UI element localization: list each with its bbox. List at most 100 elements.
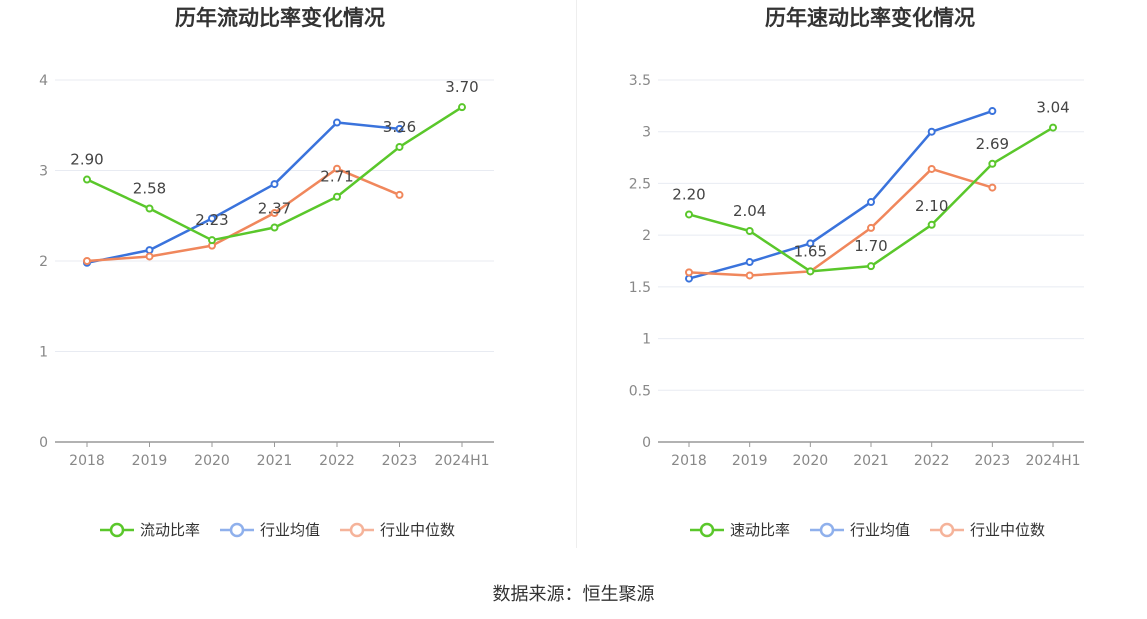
- data-label: 2.71: [320, 168, 353, 186]
- data-point: [806, 239, 815, 248]
- legend-item-2[interactable]: 行业均值: [810, 521, 910, 539]
- legend: 速动比率 行业均值 行业中位数: [690, 521, 1045, 539]
- y-tick-label: 3: [39, 164, 48, 180]
- legend-label: 行业中位数: [380, 521, 455, 539]
- series-line-3: [86, 167, 400, 263]
- y-tick-label: 4: [39, 73, 48, 89]
- legend-item-1[interactable]: 流动比率: [100, 521, 200, 539]
- data-point: [988, 159, 997, 168]
- chart-panel-1: 历年流动比率变化情况 0 1 2 3 4 2018 2019 2020 2021 2022 2023 2…: [39, 6, 494, 539]
- legend-swatch-marker: [229, 522, 245, 538]
- data-label: 2.69: [976, 135, 1009, 153]
- data-point: [395, 124, 404, 133]
- x-tick-label: 2020: [793, 453, 829, 469]
- data-point: [867, 223, 876, 232]
- data-label: 2.37: [258, 200, 291, 218]
- chart-panel-2: 历年速动比率变化情况 0 0.5 1 1.5 2 2.5 3 3.5 2018 2019 2020 20…: [629, 6, 1084, 539]
- series-line-2: [688, 109, 993, 280]
- x-tick-label: 2023: [382, 453, 418, 469]
- legend-item-3[interactable]: 行业中位数: [340, 521, 455, 539]
- legend: 流动比率 行业均值 行业中位数: [100, 521, 455, 539]
- data-point: [145, 252, 154, 261]
- legend-label: 速动比率: [730, 521, 790, 539]
- data-point: [333, 118, 341, 127]
- x-tick-label: 2019: [132, 453, 168, 469]
- data-point: [270, 223, 279, 232]
- y-tick-label: 1: [642, 332, 651, 348]
- data-label: 1.70: [854, 237, 887, 255]
- legend-item-2[interactable]: 行业均值: [220, 521, 320, 539]
- data-label: 2.10: [915, 197, 948, 215]
- chart-title: 历年速动比率变化情况: [765, 6, 975, 30]
- legend-label: 行业均值: [850, 521, 910, 539]
- y-tick-label: 0.5: [629, 383, 651, 399]
- data-point: [458, 103, 466, 112]
- data-point: [745, 271, 754, 280]
- legend-swatch-marker: [939, 522, 955, 538]
- y-tick-label: 3.5: [629, 73, 651, 89]
- data-label: 2.04: [733, 202, 766, 220]
- data-label: 2.58: [133, 180, 166, 198]
- data-point: [83, 175, 91, 184]
- source-note: 数据来源：恒生聚源: [492, 584, 655, 605]
- chart-divider: [576, 0, 577, 548]
- legend-item-3[interactable]: 行业中位数: [930, 521, 1045, 539]
- data-point: [208, 236, 216, 245]
- data-point: [867, 198, 876, 207]
- legend-label: 行业中位数: [970, 521, 1045, 539]
- x-tick-label: 2020: [194, 453, 230, 469]
- x-tick-label: 2019: [732, 453, 768, 469]
- legend-item-1[interactable]: 速动比率: [690, 521, 790, 539]
- y-tick-label: 1: [39, 345, 48, 361]
- legend-swatch-marker: [699, 522, 715, 538]
- data-label: 2.20: [672, 185, 705, 203]
- data-point: [333, 164, 341, 173]
- y-tick-label: 2: [39, 254, 48, 270]
- charts-canvas: 历年流动比率变化情况 0 1 2 3 4 2018 2019 2020 2021 2022 2023 2…: [39, 6, 1084, 539]
- data-point: [927, 127, 936, 136]
- y-tick-label: 3: [642, 125, 651, 141]
- legend-swatch-marker: [819, 522, 835, 538]
- data-point: [745, 258, 754, 267]
- data-point: [83, 257, 91, 265]
- series-line-2: [86, 121, 400, 265]
- data-label: 1.65: [794, 242, 827, 260]
- x-tick-label: 2021: [853, 453, 889, 469]
- data-label: 3.04: [1036, 99, 1069, 117]
- data-label: 3.70: [445, 78, 478, 96]
- data-point: [208, 214, 216, 223]
- legend-label: 流动比率: [140, 521, 200, 539]
- data-point: [806, 267, 815, 276]
- y-tick-label: 0: [39, 435, 48, 451]
- y-tick-label: 0: [642, 435, 651, 451]
- y-tick-label: 2.5: [629, 176, 651, 192]
- y-tick-label: 1.5: [629, 280, 651, 296]
- x-tick-label: 2021: [257, 453, 293, 469]
- chart-title: 历年流动比率变化情况: [175, 6, 385, 30]
- data-point: [988, 183, 997, 192]
- legend-swatch-marker: [349, 522, 365, 538]
- legend-label: 行业均值: [260, 521, 320, 539]
- series-line-3: [688, 167, 993, 277]
- x-tick-label: 2024H1: [434, 453, 489, 469]
- x-tick-label: 2024H1: [1025, 453, 1080, 469]
- data-point: [685, 268, 693, 277]
- data-label: 2.90: [70, 151, 103, 169]
- data-point: [867, 262, 876, 271]
- x-tick-label: 2018: [671, 453, 707, 469]
- data-point: [745, 227, 754, 236]
- data-point: [685, 274, 693, 283]
- y-tick-label: 2: [642, 228, 651, 244]
- data-point: [988, 107, 997, 116]
- data-point: [1049, 123, 1058, 132]
- data-label: 3.26: [383, 118, 416, 136]
- x-tick-label: 2022: [914, 453, 950, 469]
- data-point: [270, 180, 279, 189]
- data-point: [145, 204, 154, 213]
- data-point: [927, 220, 936, 229]
- x-tick-label: 2018: [69, 453, 105, 469]
- data-point: [145, 246, 154, 255]
- x-tick-label: 2022: [319, 453, 355, 469]
- data-point: [270, 209, 279, 218]
- data-label: 2.23: [195, 211, 228, 229]
